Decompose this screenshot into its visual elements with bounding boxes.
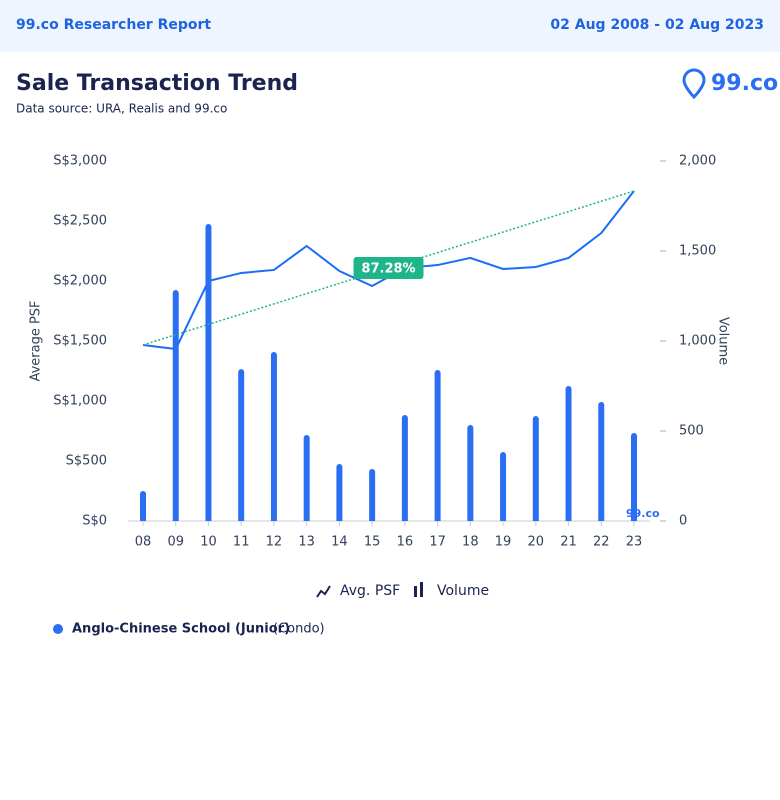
date-range: 02 Aug 2008 - 02 Aug 2023 bbox=[550, 17, 764, 33]
x-tick-label: 20 bbox=[528, 535, 545, 550]
logo: 99.co bbox=[682, 68, 778, 100]
x-tick-label: 14 bbox=[331, 535, 348, 550]
x-tick-label: 21 bbox=[560, 535, 577, 550]
y2-axis-label: Volume bbox=[716, 317, 731, 365]
y-tick-label: S$500 bbox=[66, 454, 107, 469]
y-tick-label: S$1,500 bbox=[53, 334, 107, 349]
volume-bar bbox=[238, 369, 245, 521]
volume-bar bbox=[172, 290, 179, 521]
volume-bar bbox=[434, 369, 441, 521]
x-tick-label: 13 bbox=[298, 535, 315, 550]
legend-icon bbox=[420, 582, 423, 597]
volume-bar bbox=[401, 414, 408, 521]
volume-bar bbox=[336, 463, 343, 521]
y2-tick-label: 500 bbox=[679, 424, 704, 439]
trend-label: 87.28% bbox=[361, 261, 415, 276]
y-axis-label: Average PSF bbox=[29, 300, 44, 381]
volume-bar bbox=[532, 416, 539, 521]
x-tick-label: 22 bbox=[593, 535, 610, 550]
school-name: Anglo-Chinese School (Junior) bbox=[72, 622, 290, 637]
y2-tick-label: 0 bbox=[679, 514, 687, 529]
y-tick-label: S$0 bbox=[82, 514, 107, 529]
x-tick-label: 17 bbox=[429, 535, 446, 550]
y2-tick-label: 2,000 bbox=[679, 154, 716, 169]
volume-bar bbox=[369, 468, 376, 521]
legend-label: Volume bbox=[437, 583, 489, 599]
header: 99.co Researcher Report 02 Aug 2008 - 02… bbox=[0, 0, 780, 52]
x-tick-label: 15 bbox=[364, 535, 381, 550]
header-title: 99.co Researcher Report bbox=[16, 17, 212, 33]
chart: Sale Transaction Trend Data source: URA,… bbox=[16, 68, 778, 637]
y-tick-label: S$3,000 bbox=[53, 154, 107, 169]
chart-subtitle: Data source: URA, Realis and 99.co bbox=[16, 102, 227, 116]
x-tick-label: 19 bbox=[495, 535, 512, 550]
logo-pin bbox=[682, 68, 706, 100]
x-tick-label: 12 bbox=[266, 535, 283, 550]
x-tick-label: 23 bbox=[626, 535, 643, 550]
school-kind: (Condo) bbox=[273, 622, 325, 637]
y-tick-label: S$1,000 bbox=[53, 394, 107, 409]
y-tick-label: S$2,500 bbox=[53, 214, 107, 229]
school-dot bbox=[53, 624, 63, 634]
x-tick-label: 08 bbox=[135, 535, 152, 550]
y2-tick-label: 1,000 bbox=[679, 334, 716, 349]
volume-bar bbox=[205, 224, 212, 522]
x-tick-label: 10 bbox=[200, 535, 217, 550]
volume-bar bbox=[140, 490, 146, 521]
logo-text: 99.co bbox=[711, 71, 778, 96]
volume-bar bbox=[270, 351, 277, 521]
x-tick-label: 09 bbox=[167, 535, 184, 550]
volume-bar bbox=[598, 402, 605, 521]
volume-bar bbox=[467, 425, 474, 521]
volume-bar bbox=[500, 452, 507, 521]
trend-badge bbox=[353, 256, 424, 279]
y2-tick-label: 1,500 bbox=[679, 244, 716, 259]
x-tick-label: 16 bbox=[397, 535, 414, 550]
x-tick-label: 18 bbox=[462, 535, 479, 550]
volume-bar bbox=[303, 434, 310, 521]
y-tick-label: S$2,000 bbox=[53, 274, 107, 289]
volume-bar bbox=[565, 386, 572, 521]
legend-icon bbox=[414, 586, 417, 597]
x-tick-label: 11 bbox=[233, 535, 250, 550]
legend-label: Avg. PSF bbox=[340, 583, 400, 599]
volume-bar bbox=[631, 432, 637, 521]
chart-title: Sale Transaction Trend bbox=[16, 71, 298, 96]
legend-icon bbox=[316, 585, 331, 598]
